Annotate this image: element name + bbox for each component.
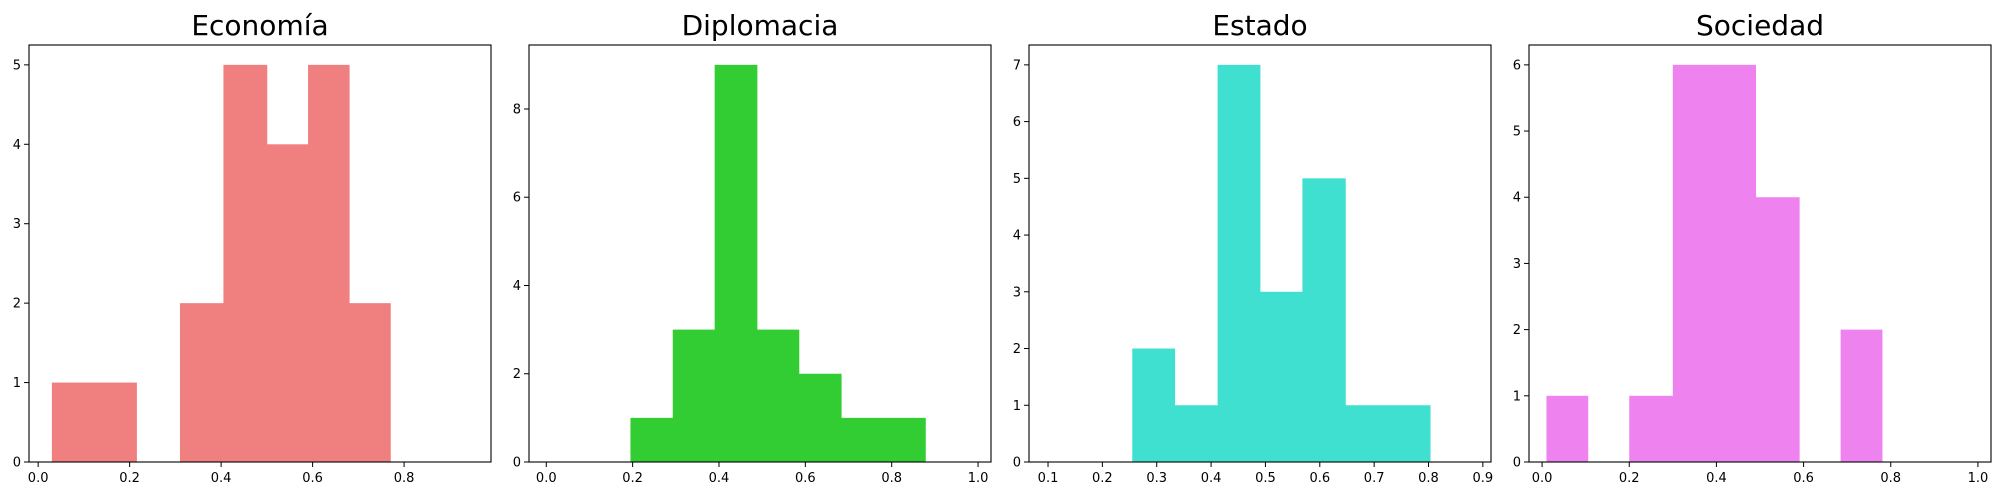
x-tick-label: 1.0 — [1968, 471, 1989, 486]
panel-title: Sociedad — [1696, 9, 1824, 42]
x-tick-label: 0.8 — [1418, 471, 1439, 486]
x-tick-label: 0.7 — [1364, 471, 1385, 486]
panel-1: 0.0 0.2 0.4 0.6 0.8 0 1 2 3 4 5 Economía — [13, 9, 492, 486]
y-tick-label: 4 — [513, 279, 521, 294]
x-tick-label: 0.8 — [394, 471, 415, 486]
histogram-bar — [841, 417, 884, 462]
y-tick-label: 5 — [1513, 125, 1521, 140]
axes-frame — [1028, 44, 1492, 463]
histogram-bar — [1840, 329, 1883, 462]
histogram-bar — [308, 64, 350, 462]
x-tick-label: 0.9 — [1473, 471, 1494, 486]
y-tick-label: 0 — [1513, 456, 1521, 471]
y-tick-label: 3 — [1013, 285, 1021, 300]
y-tick-label: 0 — [1013, 456, 1021, 471]
histogram-bar — [1672, 64, 1715, 462]
y-tick-label: 2 — [513, 367, 521, 382]
x-tick-label: 0.6 — [302, 471, 323, 486]
x-tick-label: 0.2 — [119, 471, 140, 486]
histogram-bar — [1714, 64, 1757, 462]
x-tick-label: 0.6 — [1309, 471, 1330, 486]
histogram-bar — [1387, 405, 1431, 462]
x-tick-label: 0.4 — [211, 471, 232, 486]
histogram-bar — [798, 373, 842, 462]
y-tick-label: 6 — [513, 191, 521, 206]
panel-4: 0.0 0.2 0.4 0.6 0.8 1.0 0 1 2 3 4 5 6 Sociedad — [1513, 9, 1992, 486]
x-tick-label: 0.4 — [709, 471, 730, 486]
x-tick-label: 0.2 — [1092, 471, 1113, 486]
y-tick-label: 8 — [513, 102, 521, 117]
x-tick-label: 0.2 — [622, 471, 643, 486]
x-tick-label: 0.5 — [1255, 471, 1276, 486]
histogram-bar — [883, 417, 926, 462]
y-tick-label: 5 — [13, 58, 21, 73]
y-tick-label: 1 — [1513, 389, 1521, 404]
histogram-bar — [1755, 197, 1800, 462]
x-tick-label: 0.4 — [1706, 471, 1727, 486]
histogram-bar — [1132, 348, 1176, 462]
y-tick-label: 7 — [1013, 58, 1021, 73]
x-tick-label: 0.6 — [795, 471, 816, 486]
histogram-bar — [714, 64, 758, 462]
x-tick-label: 0.0 — [1532, 471, 1553, 486]
histogram-bar — [349, 303, 391, 462]
x-tick-label: 0.3 — [1146, 471, 1167, 486]
histogram-bar — [1217, 64, 1261, 462]
panel-title: Estado — [1212, 9, 1307, 42]
panel-title: Diplomacia — [682, 9, 839, 42]
histogram-bar — [179, 303, 224, 462]
histogram-bar — [756, 329, 800, 462]
x-tick-label: 0.2 — [1619, 471, 1640, 486]
panel-2: 0.0 0.2 0.4 0.6 0.8 1.0 0 2 4 6 8 Diplomacia — [513, 9, 992, 486]
y-tick-label: 4 — [1513, 191, 1521, 206]
axes-frame — [28, 44, 492, 463]
histogram-bar — [51, 382, 96, 462]
y-tick-label: 1 — [13, 376, 21, 391]
y-tick-label: 3 — [13, 217, 21, 232]
histogram-bar — [1174, 405, 1219, 462]
x-tick-label: 0.0 — [28, 471, 49, 486]
y-tick-label: 6 — [1013, 115, 1021, 130]
x-tick-label: 0.4 — [1201, 471, 1222, 486]
y-tick-label: 5 — [1013, 172, 1021, 187]
x-tick-label: 0.6 — [1793, 471, 1814, 486]
histogram-bar — [1302, 178, 1346, 462]
y-tick-label: 1 — [1013, 399, 1021, 414]
y-tick-label: 0 — [513, 456, 521, 471]
y-tick-label: 4 — [1013, 229, 1021, 244]
histogram-bar — [672, 329, 716, 462]
histogram-bar — [1546, 395, 1589, 462]
y-tick-label: 4 — [13, 138, 21, 153]
y-tick-label: 0 — [13, 456, 21, 471]
panel-title: Economía — [191, 9, 328, 42]
x-tick-label: 0.1 — [1038, 471, 1059, 486]
panel-3: 0.1 0.2 0.3 0.4 0.5 0.6 0.7 0.8 0.9 0 1 2 3 4 5 6 7 Estad… — [1013, 9, 1493, 486]
y-tick-label: 3 — [1513, 257, 1521, 272]
y-tick-label: 2 — [1013, 342, 1021, 357]
axes-frame — [1528, 44, 1992, 463]
y-tick-label: 2 — [1513, 323, 1521, 338]
histogram-bar — [95, 382, 137, 462]
histogram-bar — [223, 64, 268, 462]
histogram-bar — [630, 417, 674, 462]
histogram-bar — [1260, 291, 1303, 462]
x-tick-label: 1.0 — [968, 471, 989, 486]
x-tick-label: 0.8 — [881, 471, 902, 486]
histogram-bar — [1629, 395, 1674, 462]
y-tick-label: 2 — [13, 297, 21, 312]
axes-frame — [528, 44, 992, 463]
x-tick-label: 0.0 — [536, 471, 557, 486]
histogram-bar — [266, 144, 309, 463]
x-tick-label: 0.8 — [1880, 471, 1901, 486]
histogram-bar — [1345, 405, 1389, 462]
y-tick-label: 6 — [1513, 58, 1521, 73]
